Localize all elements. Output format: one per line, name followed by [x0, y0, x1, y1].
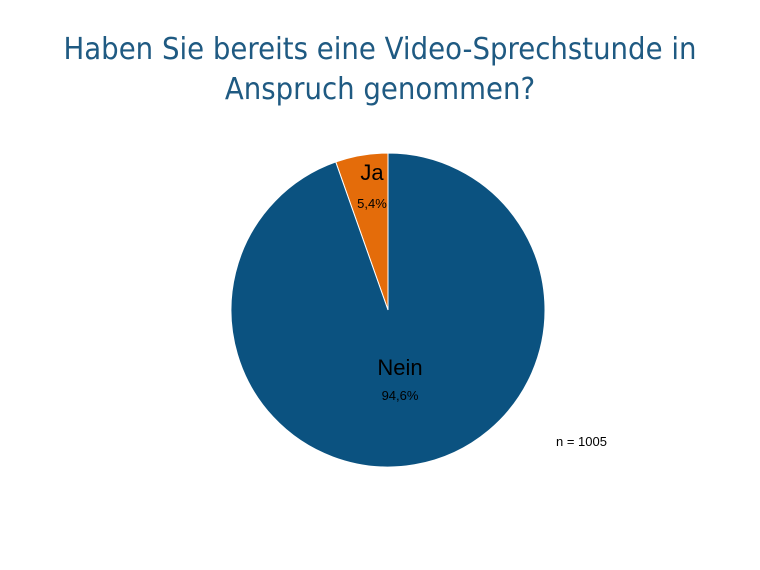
- slice-value-ja: 5,4%: [357, 196, 387, 211]
- chart-title: Haben Sie bereits eine Video-Sprechstund…: [30, 30, 729, 110]
- slice-value-nein: 94,6%: [382, 388, 419, 403]
- title-line-1: Haben Sie bereits eine Video-Sprechstund…: [63, 32, 697, 67]
- slice-label-ja: Ja: [360, 160, 384, 185]
- sample-size-annotation: n = 1005: [556, 434, 607, 449]
- slice-label-nein: Nein: [377, 355, 422, 380]
- pie-slice-nein: [230, 152, 546, 468]
- title-line-2: Anspruch genommen?: [224, 72, 536, 107]
